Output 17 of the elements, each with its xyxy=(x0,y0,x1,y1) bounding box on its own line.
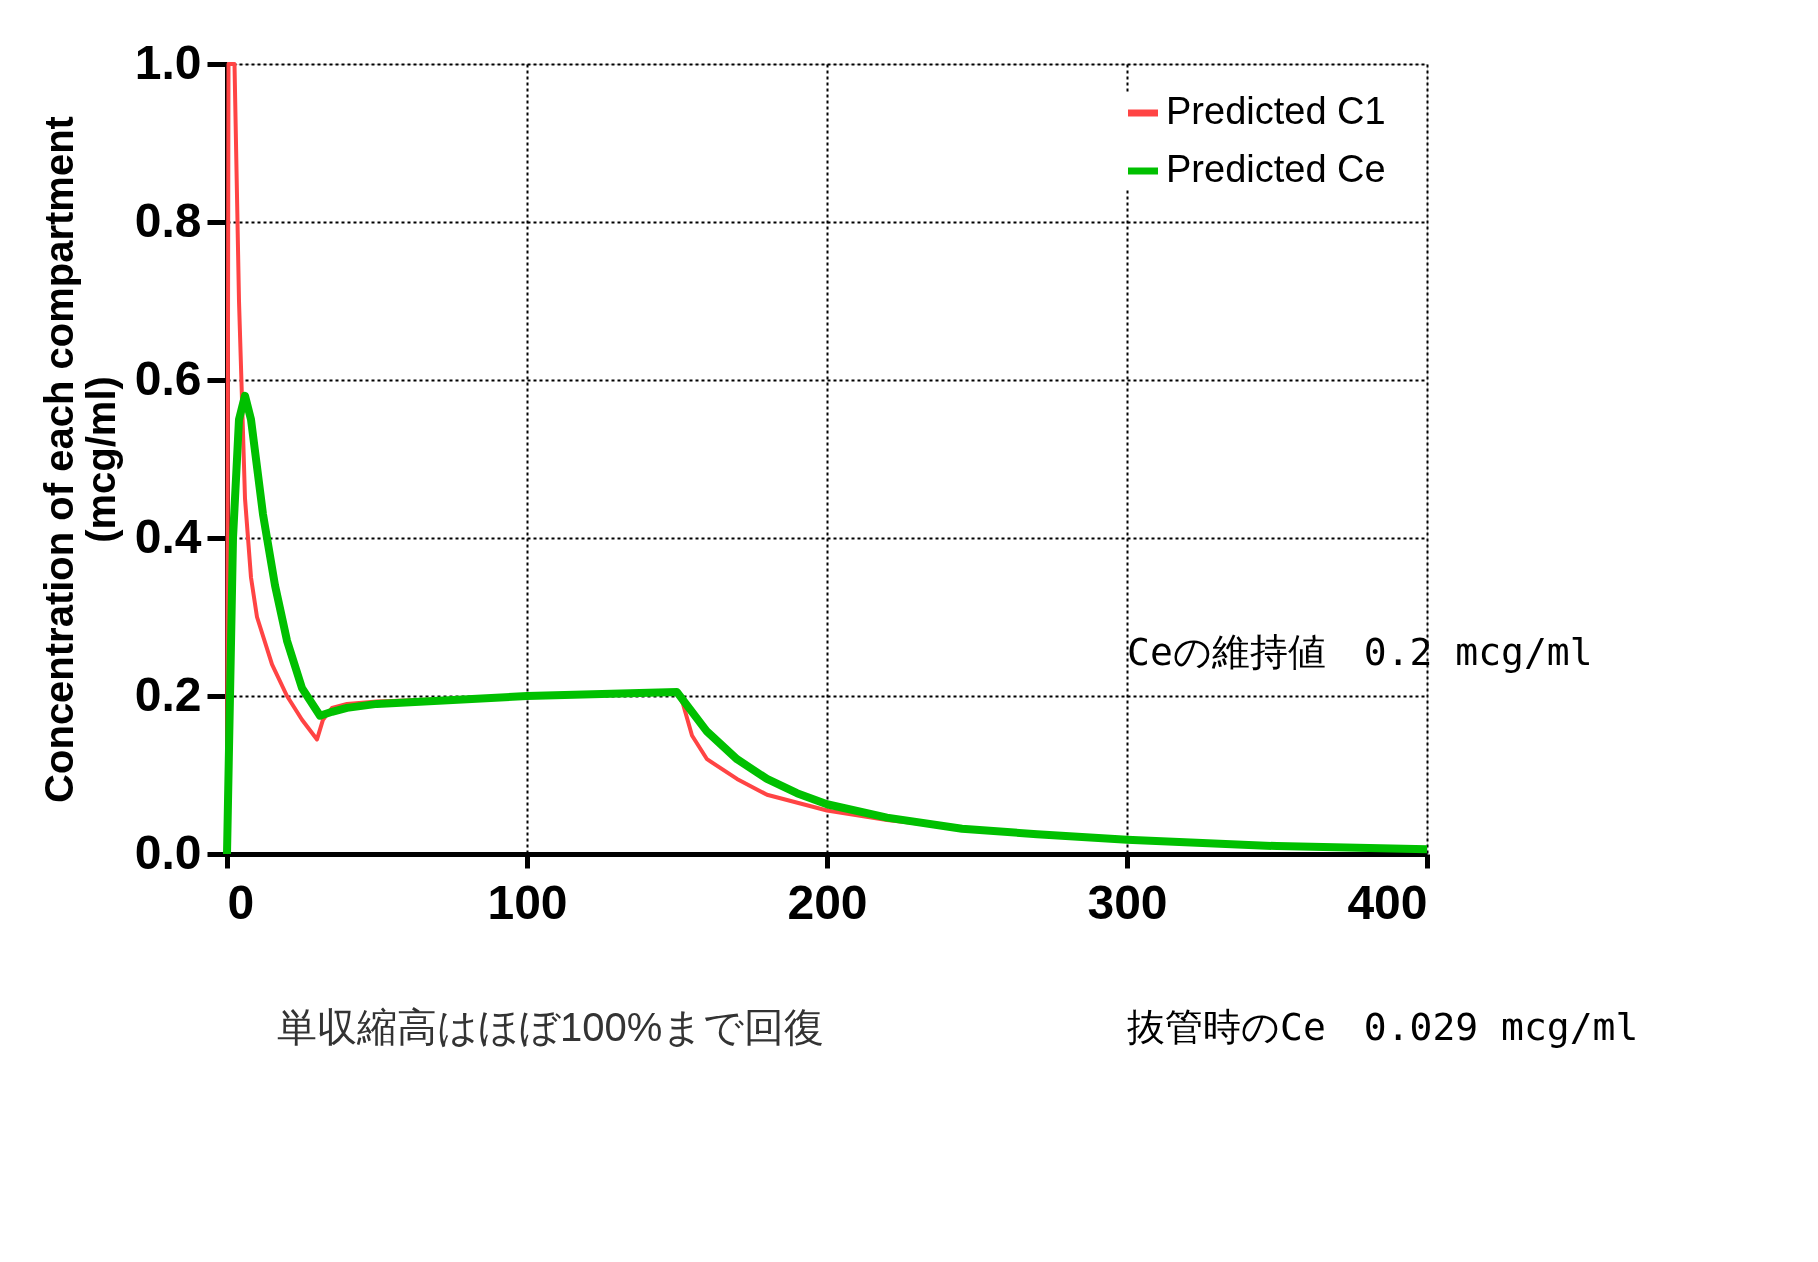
text: 抜管時のCe 0.029 mcg/ml xyxy=(1127,1005,1639,1049)
x-tick-label: 100 xyxy=(487,875,568,929)
y-tick-label: 0.4 xyxy=(134,509,202,563)
y-tick-label: 0.8 xyxy=(134,193,202,247)
annotation: Ceの維持値 0.2 mcg/ml xyxy=(1127,630,1593,674)
y-axis-title: Concentration of each compartment (mcg/ml) xyxy=(36,116,123,803)
x-tick-label: 200 xyxy=(787,875,868,929)
legend-label: Predicted Ce xyxy=(1166,148,1386,190)
x-tick-label: 0 xyxy=(227,875,255,929)
y-tick-label: 0.0 xyxy=(134,825,202,879)
legend-label: Predicted C1 xyxy=(1166,90,1386,132)
x-tick-label: 400 xyxy=(1347,875,1428,929)
text: 単収縮高はほぼ100%まで回復 xyxy=(277,1005,825,1049)
y-tick-label: 0.2 xyxy=(134,667,202,721)
y-tick-label: 0.6 xyxy=(134,351,202,405)
y-tick-label: 1.0 xyxy=(134,35,202,89)
x-tick-label: 300 xyxy=(1087,875,1168,929)
